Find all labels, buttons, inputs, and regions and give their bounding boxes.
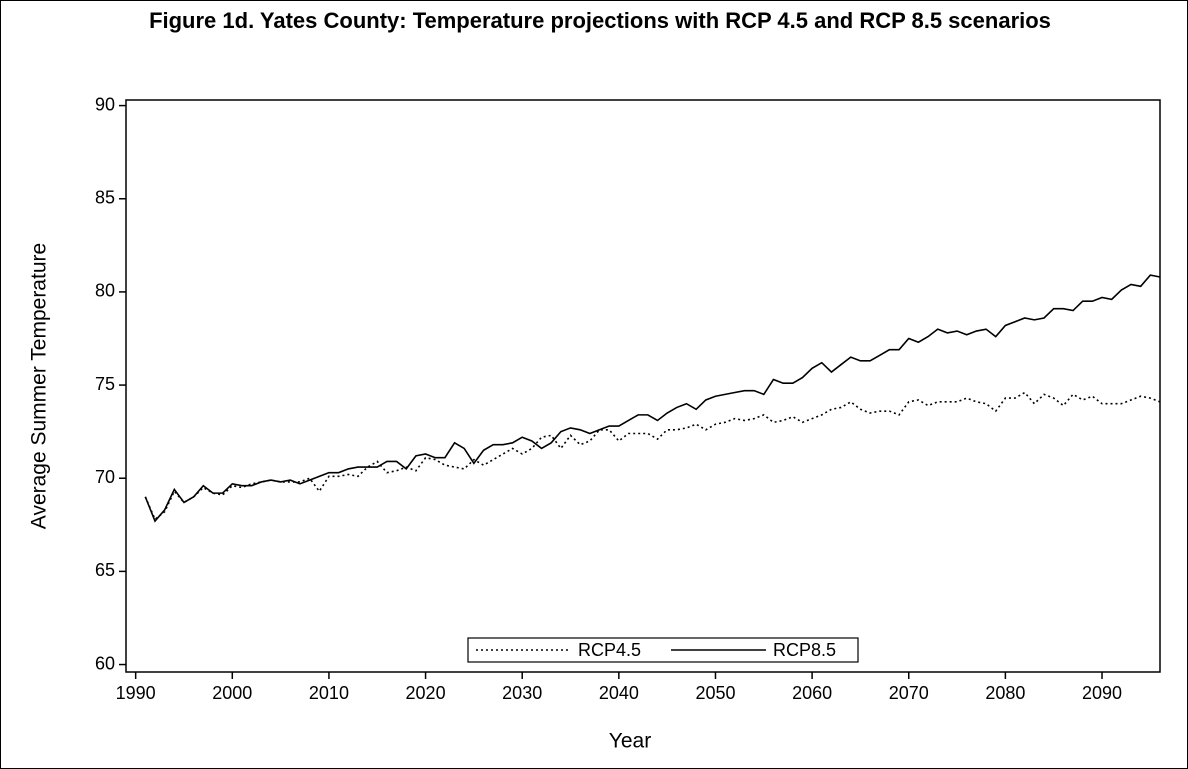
legend-label: RCP4.5 bbox=[578, 640, 641, 660]
y-axis-label: Average Summer Temperature bbox=[28, 243, 51, 529]
y-tick-label: 60 bbox=[95, 653, 115, 673]
chart-title: Figure 1d. Yates County: Temperature pro… bbox=[149, 8, 1051, 33]
plot-area bbox=[125, 99, 1161, 673]
legend: RCP4.5 RCP8.5 bbox=[467, 637, 859, 663]
x-tick-label: 2060 bbox=[792, 683, 832, 703]
y-tick-label: 75 bbox=[95, 374, 115, 394]
legend-label: RCP8.5 bbox=[773, 640, 836, 660]
x-axis-label: Year bbox=[609, 730, 651, 753]
x-tick-label: 2010 bbox=[309, 683, 349, 703]
y-tick-label: 70 bbox=[95, 467, 115, 487]
series-line bbox=[144, 391, 1161, 521]
y-tick-label: 90 bbox=[95, 94, 115, 114]
y-tick-label: 85 bbox=[95, 187, 115, 207]
y-tick-label: 80 bbox=[95, 281, 115, 301]
x-tick-label: 2000 bbox=[212, 683, 252, 703]
series-line bbox=[144, 274, 1161, 523]
x-tick-label: 2040 bbox=[599, 683, 639, 703]
x-tick-label: 2050 bbox=[695, 683, 735, 703]
x-tick-label: 2030 bbox=[502, 683, 542, 703]
x-tick-label: 2090 bbox=[1082, 683, 1122, 703]
y-tick-label: 65 bbox=[95, 560, 115, 580]
x-tick-label: 2080 bbox=[985, 683, 1025, 703]
x-tick-label: 1990 bbox=[116, 683, 156, 703]
x-tick-label: 2020 bbox=[406, 683, 446, 703]
x-tick-label: 2070 bbox=[889, 683, 929, 703]
